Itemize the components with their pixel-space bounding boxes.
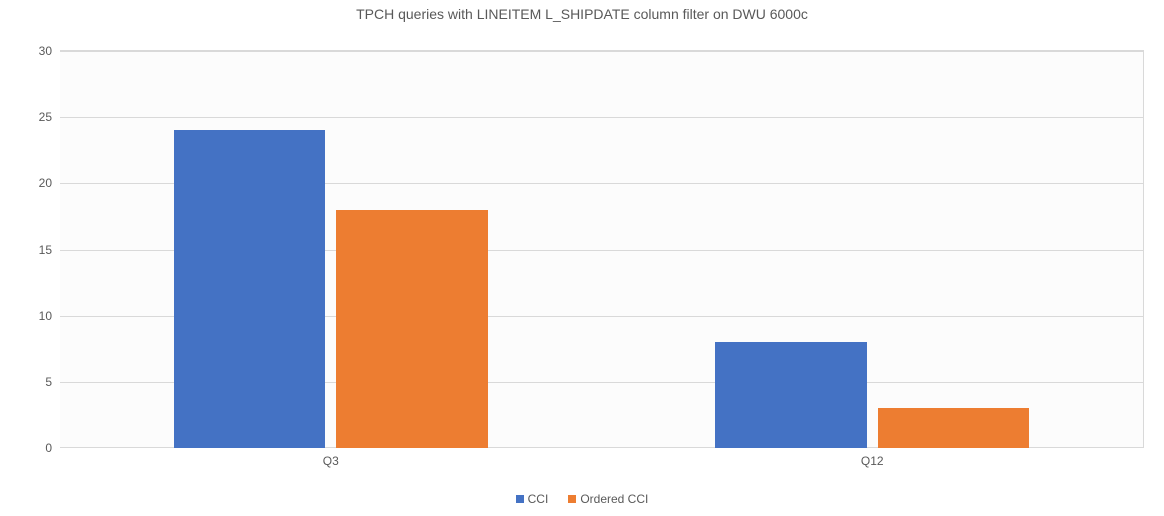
legend-item: Ordered CCI xyxy=(568,491,648,506)
y-tick-label: 15 xyxy=(39,243,60,257)
bar xyxy=(878,408,1030,448)
plot-area: 051015202530Q3Q12 xyxy=(60,50,1144,448)
x-category-label: Q3 xyxy=(323,448,339,468)
y-tick-label: 5 xyxy=(45,375,60,389)
chart: TPCH queries with LINEITEM L_SHIPDATE co… xyxy=(0,0,1164,516)
legend-label: CCI xyxy=(528,492,549,506)
bar xyxy=(174,130,326,448)
legend-item: CCI xyxy=(516,491,549,506)
bar xyxy=(715,342,867,448)
y-tick-label: 30 xyxy=(39,44,60,58)
legend-swatch xyxy=(568,495,576,503)
legend-swatch xyxy=(516,495,524,503)
bar xyxy=(336,210,488,448)
legend: CCI Ordered CCI xyxy=(0,491,1164,506)
y-tick-label: 0 xyxy=(45,441,60,455)
y-tick-label: 10 xyxy=(39,309,60,323)
chart-title: TPCH queries with LINEITEM L_SHIPDATE co… xyxy=(0,6,1164,22)
gridline xyxy=(60,51,1143,52)
y-tick-label: 20 xyxy=(39,176,60,190)
gridline xyxy=(60,117,1143,118)
y-tick-label: 25 xyxy=(39,110,60,124)
x-category-label: Q12 xyxy=(861,448,884,468)
legend-label: Ordered CCI xyxy=(580,492,648,506)
